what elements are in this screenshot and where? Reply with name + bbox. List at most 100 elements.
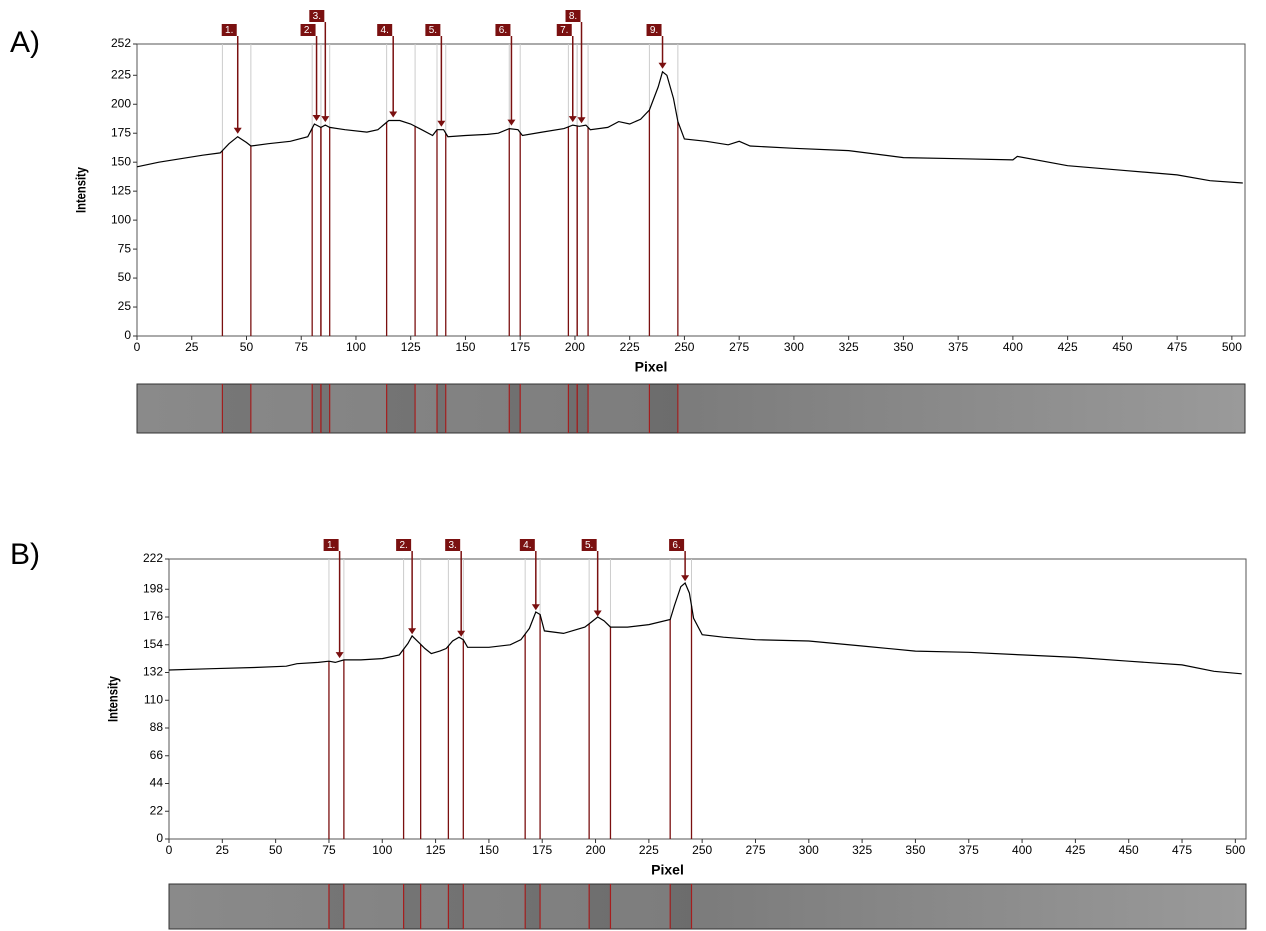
y-tick-label: 110 [144,692,163,706]
intensity-line [169,583,1242,674]
gel-image [137,384,1245,433]
x-tick-label: 250 [674,340,694,354]
gel-band [589,884,610,929]
x-tick-label: 450 [1112,340,1132,354]
y-axis-label: Intensity [106,676,121,722]
x-tick-label: 50 [269,843,283,857]
x-tick-label: 275 [729,340,749,354]
peak-arrowhead [389,111,397,117]
x-tick-label: 475 [1172,843,1192,857]
x-tick-label: 450 [1119,843,1139,857]
y-tick-label: 225 [111,67,131,81]
plot-frame [137,44,1245,336]
x-tick-label: 100 [346,340,366,354]
peak-label: 5. [429,25,437,36]
peak-label: 6. [499,25,507,36]
y-tick-label: 88 [150,720,164,734]
peak-arrowhead [321,116,329,122]
y-tick-label: 176 [143,609,163,623]
gel-band [509,384,520,433]
x-tick-label: 125 [426,843,446,857]
x-tick-label: 50 [240,340,254,354]
peak-arrowhead [659,63,667,69]
x-tick-label: 75 [295,340,309,354]
y-axis-label: Intensity [74,167,89,213]
peak-arrowhead [578,117,586,123]
y-tick-label: 125 [111,183,131,197]
gel-band [329,884,344,929]
panel-label: B) [10,538,40,571]
peak-arrowhead [507,120,515,126]
x-tick-label: 175 [532,843,552,857]
peak-label: 1. [225,25,233,36]
peak-arrowhead [569,116,577,122]
peak-arrowhead [408,628,416,634]
peak-arrowhead [532,604,540,610]
figure: A)02550751001251501752002252520255075100… [0,0,1266,931]
peak-label: 8. [569,11,577,22]
x-tick-label: 400 [1003,340,1023,354]
x-tick-label: 75 [322,843,336,857]
x-tick-label: 0 [134,340,141,354]
peak-label: 5. [585,540,593,551]
gel-band [649,384,677,433]
y-tick-label: 100 [111,212,131,226]
x-tick-label: 200 [586,843,606,857]
y-tick-label: 150 [111,154,131,168]
peak-label: 4. [381,25,389,36]
x-tick-label: 200 [565,340,585,354]
peak-label: 3. [313,11,321,22]
peak-label: 2. [399,540,407,551]
y-tick-label: 0 [156,831,163,845]
x-tick-label: 100 [372,843,392,857]
x-tick-label: 300 [784,340,804,354]
x-tick-label: 325 [839,340,859,354]
x-tick-label: 375 [959,843,979,857]
x-axis-label: Pixel [651,862,684,878]
y-tick-label: 50 [118,270,132,284]
intensity-line [137,72,1243,183]
y-tick-label: 175 [111,125,131,139]
gel-band [321,384,330,433]
y-tick-label: 44 [150,776,164,790]
x-tick-label: 150 [479,843,499,857]
y-tick-label: 25 [118,299,132,313]
gel-band [404,884,421,929]
x-tick-label: 350 [893,340,913,354]
y-tick-label: 22 [150,803,164,817]
gel-band [222,384,250,433]
x-tick-label: 425 [1065,843,1085,857]
x-tick-label: 400 [1012,843,1032,857]
peak-label: 6. [672,540,680,551]
peak-label: 9. [650,25,658,36]
x-tick-label: 500 [1222,340,1242,354]
peak-label: 2. [304,25,312,36]
x-tick-label: 475 [1167,340,1187,354]
gel-band [437,384,446,433]
peak-arrowhead [681,575,689,581]
x-tick-label: 300 [799,843,819,857]
peak-arrowhead [336,652,344,658]
x-axis-label: Pixel [635,359,668,375]
y-tick-label: 0 [124,328,131,342]
peak-arrowhead [234,128,242,134]
plot-frame [169,559,1246,839]
peak-label: 7. [560,25,568,36]
x-tick-label: 375 [948,340,968,354]
peak-arrowhead [313,115,321,121]
y-tick-label: 222 [143,551,163,565]
gel-band [670,884,691,929]
peak-label: 4. [523,540,531,551]
peak-arrowhead [594,611,602,617]
y-tick-label: 198 [143,581,163,595]
gel-band [312,384,321,433]
x-tick-label: 225 [620,340,640,354]
y-tick-label: 75 [118,241,132,255]
y-tick-label: 66 [150,748,164,762]
gel-band [448,884,463,929]
y-tick-label: 132 [143,665,163,679]
x-tick-label: 500 [1225,843,1245,857]
y-tick-label: 252 [111,36,131,50]
x-tick-label: 350 [905,843,925,857]
gel-band [577,384,588,433]
